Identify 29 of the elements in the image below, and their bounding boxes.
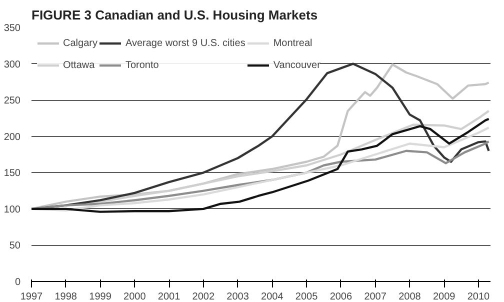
x-tick-label: 1997 [20,292,44,302]
chart-title: FIGURE 3 Canadian and U.S. Housing Markets [32,8,318,22]
legend-label: Toronto [125,60,159,70]
y-tick-label: 0 [14,277,21,288]
y-tick-label: 50 [9,240,21,252]
x-tick-label: 1998 [54,292,78,302]
x-tick-label: 2001 [158,292,181,302]
x-tick-label: 2004 [261,292,284,302]
y-tick-label: 100 [4,204,21,216]
y-tick-label: 250 [4,96,21,107]
legend-label: Calgary [63,38,98,48]
x-tick-label: 2010 [467,292,490,302]
legend-label: Average worst 9 U.S. cities [125,38,246,48]
x-tick-label: 2000 [124,292,146,302]
x-tick-label: 2008 [398,292,422,302]
x-tick-label: 2009 [432,292,456,302]
y-tick-label: 200 [4,132,21,143]
legend-label: Ottawa [63,60,95,70]
legend-label: Vancouver [273,60,320,70]
y-tick-label: 150 [4,168,21,180]
x-tick-label: 1999 [89,292,112,302]
x-tick-label: 2006 [330,292,352,302]
x-tick-label: 2007 [364,292,387,302]
y-tick-label: 300 [4,59,21,70]
y-tick-label: 350 [4,23,21,34]
legend-label: Montreal [273,38,312,48]
x-tick-label: 2002 [192,292,215,302]
x-tick-label: 2005 [295,292,318,302]
x-tick-label: 2003 [226,292,250,302]
